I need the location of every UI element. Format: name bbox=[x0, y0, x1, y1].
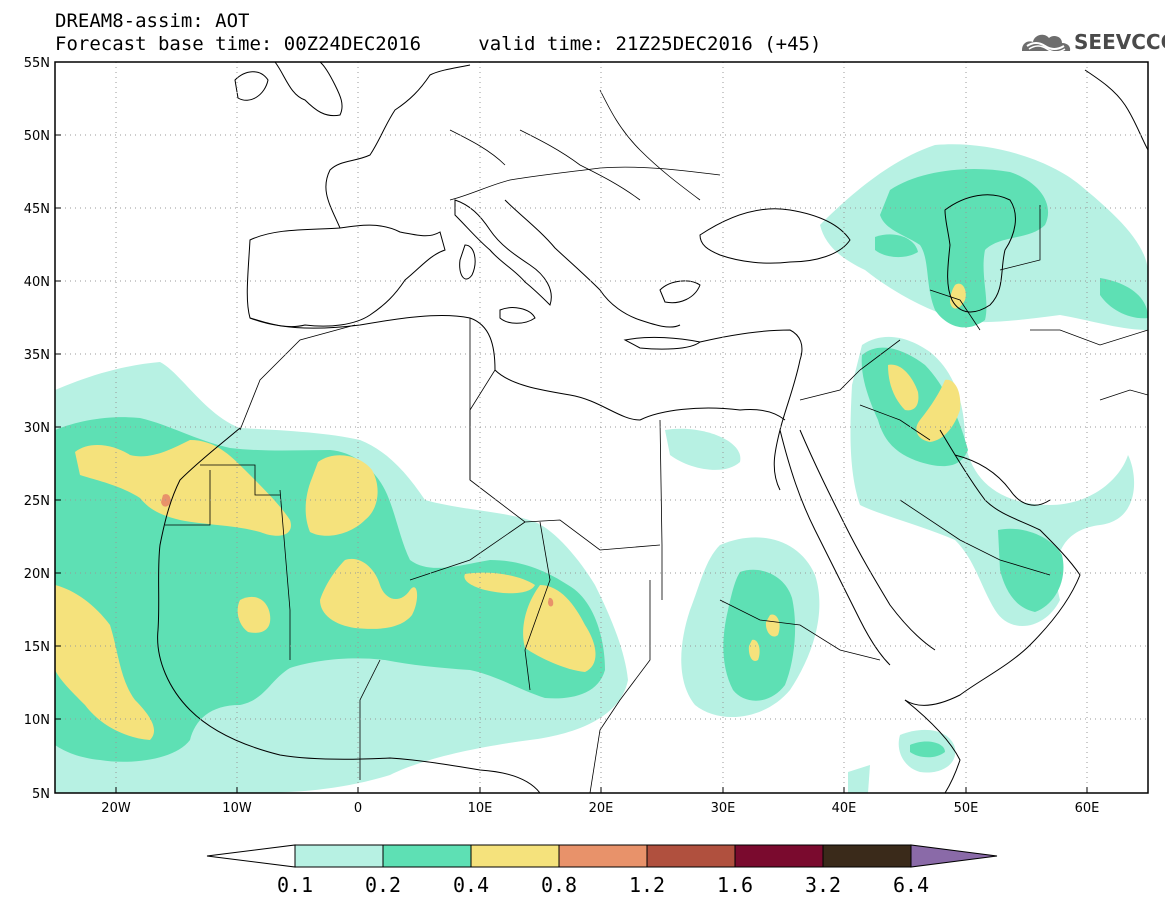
colorbar-level-label: 3.2 bbox=[804, 873, 842, 897]
lat-tick: 45N bbox=[24, 202, 50, 217]
lon-tick: 0 bbox=[354, 801, 362, 816]
coastlines bbox=[157, 62, 1148, 793]
lat-tick: 10N bbox=[24, 713, 50, 728]
colorbar-swatch bbox=[470, 844, 560, 868]
lat-tick: 35N bbox=[24, 348, 50, 363]
colorbar-swatch bbox=[646, 844, 736, 868]
colorbar-level-label: 0.1 bbox=[276, 873, 314, 897]
lon-tick: 30E bbox=[711, 801, 736, 816]
lat-labels: 55N 50N 45N 40N 35N 30N 25N 20N 15N 10N … bbox=[24, 56, 50, 802]
lat-tick: 40N bbox=[24, 275, 50, 290]
valid-time-label: valid time: 21Z25DEC2016 (+45) bbox=[478, 33, 822, 55]
aot-field bbox=[55, 144, 1148, 793]
colorbar-arrow-right bbox=[910, 844, 998, 868]
colorbar-swatch bbox=[558, 844, 648, 868]
lat-tick: 20N bbox=[24, 567, 50, 582]
lat-tick: 55N bbox=[24, 56, 50, 71]
map-title: DREAM8-assim: AOT bbox=[55, 10, 250, 32]
lat-tick: 50N bbox=[24, 129, 50, 144]
colorbar-level-label: 6.4 bbox=[892, 873, 930, 897]
colorbar-level-label: 0.4 bbox=[452, 873, 490, 897]
lon-tick: 60E bbox=[1075, 801, 1100, 816]
lon-tick: 10E bbox=[468, 801, 493, 816]
lat-tick: 5N bbox=[32, 787, 50, 802]
colorbar-level-label: 1.6 bbox=[716, 873, 754, 897]
colorbar-swatch bbox=[294, 844, 384, 868]
lon-tick: 50E bbox=[954, 801, 979, 816]
seevccc-logo: SEEVCCC bbox=[1074, 30, 1165, 54]
lat-tick: 30N bbox=[24, 421, 50, 436]
colorbar-level-label: 0.8 bbox=[540, 873, 578, 897]
colorbar-swatch bbox=[734, 844, 824, 868]
lat-tick: 25N bbox=[24, 494, 50, 509]
lon-tick: 20W bbox=[101, 801, 131, 816]
lon-labels: 20W 10W 0 10E 20E 30E 40E 50E 60E bbox=[101, 801, 1099, 816]
aot-level-0.4 bbox=[55, 283, 966, 740]
axis-ticks bbox=[55, 61, 1088, 794]
lon-tick: 20E bbox=[589, 801, 614, 816]
colorbar-level-label: 1.2 bbox=[628, 873, 666, 897]
base-time-label: Forecast base time: 00Z24DEC2016 bbox=[55, 33, 422, 55]
colorbar bbox=[206, 844, 998, 868]
lon-tick: 40E bbox=[832, 801, 857, 816]
borders bbox=[165, 89, 1148, 793]
cloud-icon bbox=[1022, 34, 1071, 53]
lat-tick: 15N bbox=[24, 640, 50, 655]
colorbar-level-label: 0.2 bbox=[364, 873, 402, 897]
lon-tick: 10W bbox=[222, 801, 252, 816]
graticule bbox=[55, 62, 1148, 793]
colorbar-arrow-left bbox=[206, 844, 296, 868]
colorbar-swatch bbox=[822, 844, 912, 868]
colorbar-swatch bbox=[382, 844, 472, 868]
forecast-times: Forecast base time: 00Z24DEC2016 valid t… bbox=[55, 33, 821, 55]
